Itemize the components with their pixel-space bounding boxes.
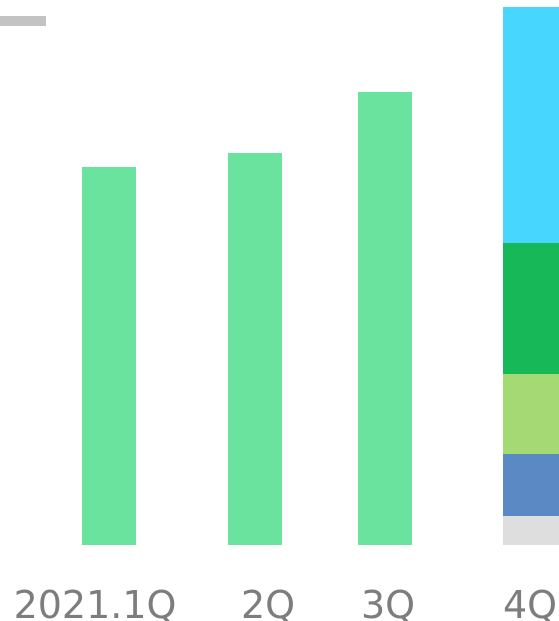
bar-4-segment-4	[503, 243, 559, 374]
bar-1	[82, 167, 136, 545]
x-tick-label: 3Q	[361, 583, 415, 621]
bar-3	[358, 92, 412, 545]
legend-swatch	[0, 16, 46, 26]
x-tick-label: 2Q	[241, 583, 295, 621]
bar-2	[228, 153, 282, 545]
x-axis: 2021.1Q 2Q 3Q 4Q	[14, 583, 557, 621]
bar-4-segment-5	[503, 7, 559, 243]
bar-4-segment-2	[503, 454, 559, 516]
bar-4-segment-3	[503, 374, 559, 454]
bars	[82, 7, 559, 545]
x-tick-label: 4Q	[503, 583, 557, 621]
x-tick-label: 2021.1Q	[14, 583, 177, 621]
bar-4-segment-1	[503, 516, 559, 545]
